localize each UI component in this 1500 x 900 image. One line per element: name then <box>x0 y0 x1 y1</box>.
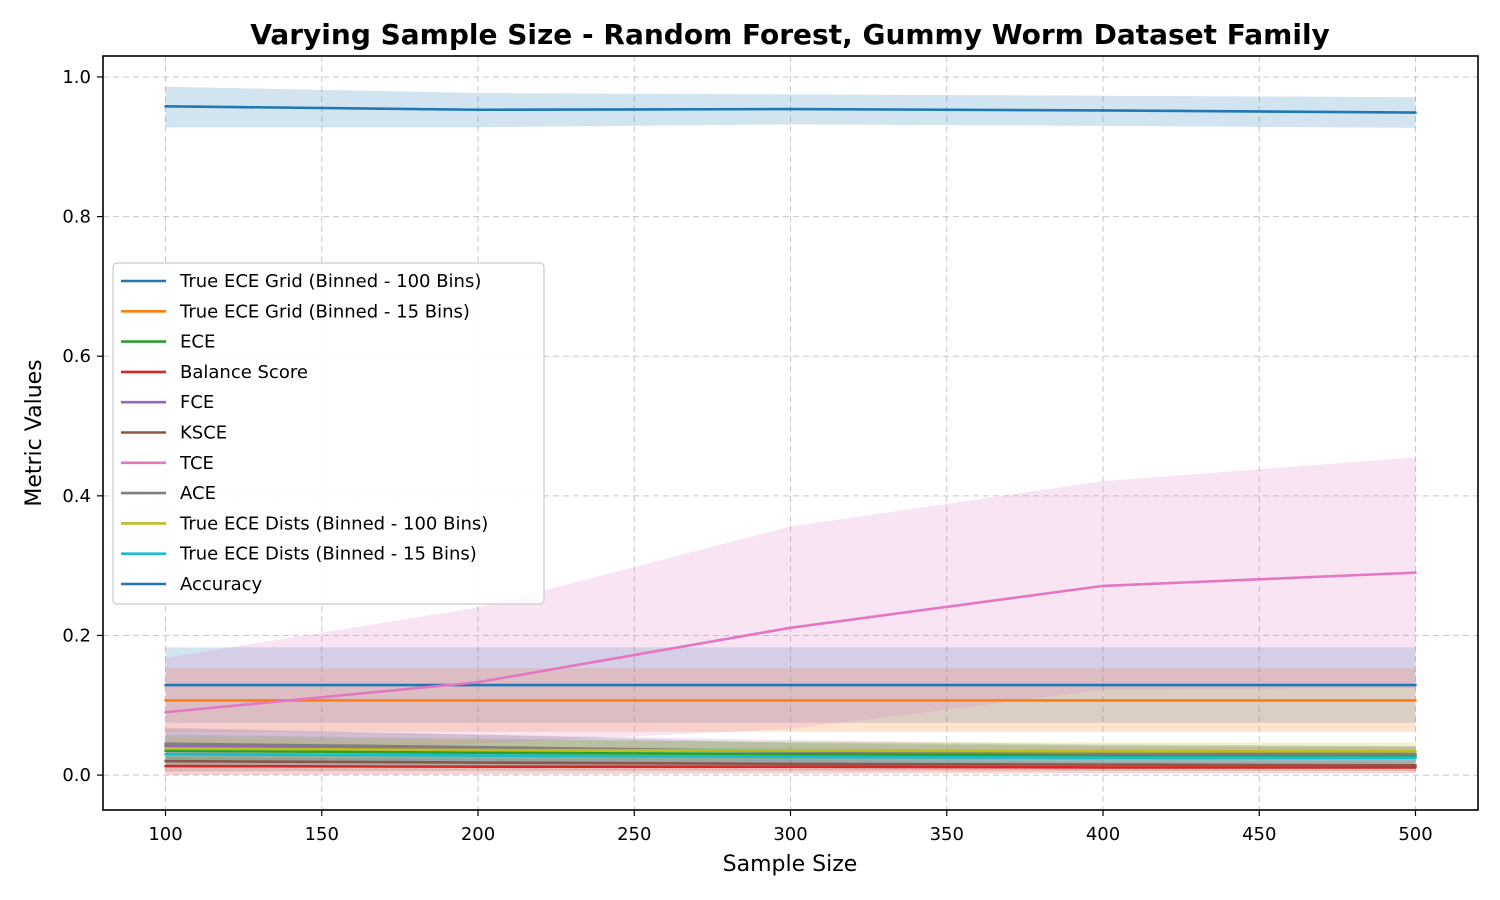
point-series-7-300 <box>789 626 792 630</box>
legend-item-11: Accuracy <box>121 574 263 595</box>
legend-label-10: True ECE Dists (Binned - 15 Bins) <box>179 544 477 565</box>
y-tick-label-0.0: 0.0 <box>62 765 91 786</box>
point-series-6-400 <box>1101 763 1105 766</box>
x-tick-label-100: 100 <box>148 824 182 845</box>
point-series-9-400 <box>1101 750 1105 753</box>
y-tick-label-0.6: 0.6 <box>62 346 91 367</box>
point-series-11-300 <box>789 107 792 111</box>
point-series-6-300 <box>789 762 792 766</box>
legend-item-8: ACE <box>121 483 216 504</box>
y-tick-label-0.4: 0.4 <box>62 486 91 507</box>
legend-label-6: KSCE <box>180 423 227 444</box>
point-series-9-100 <box>164 747 167 750</box>
legend-label-4: Balance Score <box>180 362 308 383</box>
legend-label-11: Accuracy <box>180 574 263 595</box>
point-series-4-100 <box>164 764 167 768</box>
band-series-11 <box>165 86 1416 128</box>
point-series-1-100 <box>164 683 167 687</box>
legend-label-5: FCE <box>180 392 214 413</box>
point-series-11-100 <box>164 104 167 108</box>
grid-layer <box>103 56 1478 810</box>
legend-item-2: True ECE Grid (Binned - 15 Bins) <box>121 301 470 322</box>
point-series-1-300 <box>789 683 792 687</box>
point-series-4-300 <box>789 765 792 769</box>
x-tick-label-200: 200 <box>461 824 495 845</box>
point-series-7-400 <box>1101 584 1105 588</box>
point-series-11-500 <box>1414 111 1417 114</box>
point-series-7-200 <box>476 680 480 684</box>
point-series-2-200 <box>476 699 480 702</box>
legend-label-1: True ECE Grid (Binned - 100 Bins) <box>179 271 481 292</box>
point-series-10-100 <box>164 752 167 756</box>
legend-item-9: True ECE Dists (Binned - 100 Bins) <box>121 513 488 534</box>
point-series-2-300 <box>789 699 792 702</box>
x-tick-label-300: 300 <box>773 824 807 845</box>
legend-item-6: KSCE <box>121 423 227 444</box>
point-series-1-400 <box>1101 683 1105 687</box>
point-series-8-500 <box>1414 752 1417 756</box>
point-series-10-400 <box>1101 756 1105 759</box>
x-tick-label-400: 400 <box>1086 824 1120 845</box>
point-series-2-400 <box>1101 699 1105 702</box>
y-axis-label: Metric Values <box>22 359 47 506</box>
point-series-6-500 <box>1414 764 1417 767</box>
y-tick-label-1.0: 1.0 <box>62 67 91 88</box>
x-tick-label-250: 250 <box>617 824 651 845</box>
point-series-1-200 <box>476 683 480 687</box>
legend-label-2: True ECE Grid (Binned - 15 Bins) <box>179 301 470 322</box>
x-axis-label: Sample Size <box>723 852 858 877</box>
x-tick-label-450: 450 <box>1242 824 1276 845</box>
point-series-9-200 <box>476 748 480 752</box>
legend-item-5: FCE <box>121 392 214 413</box>
point-series-8-400 <box>1101 752 1105 755</box>
point-series-3-100 <box>164 749 167 752</box>
legend-item-10: True ECE Dists (Binned - 15 Bins) <box>121 544 477 565</box>
point-series-10-300 <box>789 755 792 759</box>
point-series-2-100 <box>164 699 167 702</box>
legend-item-1: True ECE Grid (Binned - 100 Bins) <box>121 271 481 292</box>
y-tick-label-0.8: 0.8 <box>62 207 91 228</box>
x-tick-label-350: 350 <box>930 824 964 845</box>
point-series-2-500 <box>1414 699 1417 702</box>
axis-ticks: 100 150 200 250 300 350 400 450 500 0.0 0.2 0.4 0.6 0… <box>62 67 1432 845</box>
point-series-10-500 <box>1414 756 1417 759</box>
point-series-9-300 <box>789 749 792 752</box>
point-series-5-100 <box>164 744 167 748</box>
legend-label-8: ACE <box>180 483 216 504</box>
point-series-9-500 <box>1414 750 1417 753</box>
legend-label-3: ECE <box>180 332 215 353</box>
legend-item-4: Balance Score <box>121 362 308 383</box>
chart-title: Varying Sample Size - Random Forest, Gum… <box>250 18 1330 51</box>
point-series-4-400 <box>1101 766 1105 769</box>
legend-label-9: True ECE Dists (Binned - 100 Bins) <box>179 513 488 534</box>
point-series-3-200 <box>476 751 480 755</box>
legend: True ECE Grid (Binned - 100 Bins) True EC… <box>112 262 545 605</box>
point-series-10-200 <box>476 754 480 757</box>
legend-item-3: ECE <box>121 332 215 353</box>
y-tick-label-0.2: 0.2 <box>62 625 91 646</box>
point-series-4-500 <box>1414 766 1417 769</box>
series-lines <box>164 104 1417 769</box>
point-series-3-400 <box>1101 754 1105 757</box>
legend-label-7: TCE <box>179 453 214 474</box>
point-series-4-200 <box>476 765 480 769</box>
x-tick-label-150: 150 <box>305 824 339 845</box>
x-tick-label-500: 500 <box>1398 824 1432 845</box>
point-series-11-400 <box>1101 109 1105 112</box>
point-series-7-100 <box>164 710 167 714</box>
point-series-11-200 <box>476 108 480 112</box>
legend-frame <box>112 262 545 605</box>
point-series-3-300 <box>789 752 792 756</box>
point-series-8-200 <box>476 745 480 749</box>
point-series-7-500 <box>1414 571 1417 574</box>
point-series-6-200 <box>476 761 480 764</box>
legend-item-7: TCE <box>121 453 214 474</box>
point-series-6-100 <box>164 759 167 763</box>
point-series-1-500 <box>1414 683 1417 687</box>
point-series-8-100 <box>164 742 167 745</box>
